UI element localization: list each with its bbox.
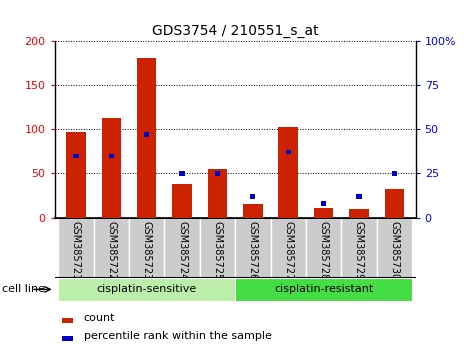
Bar bbox=[200, 218, 235, 278]
Bar bbox=[278, 127, 298, 218]
Bar bbox=[235, 218, 271, 278]
Text: GSM385724: GSM385724 bbox=[177, 221, 187, 280]
Bar bbox=[392, 171, 397, 176]
Bar bbox=[164, 218, 200, 278]
Bar bbox=[306, 218, 342, 278]
Bar bbox=[66, 132, 86, 218]
Text: GSM385728: GSM385728 bbox=[319, 221, 329, 280]
Bar bbox=[285, 150, 291, 154]
Text: cell line: cell line bbox=[2, 284, 46, 295]
Text: count: count bbox=[84, 313, 115, 324]
Bar bbox=[356, 194, 361, 199]
Text: GSM385726: GSM385726 bbox=[248, 221, 258, 280]
Bar bbox=[62, 319, 73, 323]
Bar bbox=[137, 58, 156, 218]
Bar bbox=[377, 218, 412, 278]
Bar bbox=[385, 188, 404, 218]
Bar bbox=[314, 208, 333, 218]
Bar bbox=[144, 132, 149, 137]
Bar bbox=[208, 169, 227, 218]
Title: GDS3754 / 210551_s_at: GDS3754 / 210551_s_at bbox=[152, 24, 318, 38]
Bar bbox=[102, 118, 121, 218]
Bar bbox=[271, 218, 306, 278]
Text: cisplatin-sensitive: cisplatin-sensitive bbox=[96, 284, 197, 295]
Bar bbox=[58, 218, 94, 278]
Bar bbox=[321, 201, 326, 206]
Text: GSM385729: GSM385729 bbox=[354, 221, 364, 280]
Text: GSM385730: GSM385730 bbox=[390, 221, 399, 280]
Text: GSM385727: GSM385727 bbox=[283, 221, 293, 280]
Bar bbox=[129, 218, 164, 278]
Bar bbox=[109, 154, 114, 158]
Text: GSM385721: GSM385721 bbox=[71, 221, 81, 280]
Text: GSM385723: GSM385723 bbox=[142, 221, 152, 280]
Bar bbox=[349, 209, 369, 218]
Bar bbox=[94, 218, 129, 278]
Bar bbox=[73, 154, 78, 158]
Bar bbox=[62, 336, 73, 341]
Bar bbox=[235, 278, 412, 301]
Bar bbox=[58, 278, 235, 301]
Bar bbox=[243, 205, 263, 218]
Text: GSM385722: GSM385722 bbox=[106, 221, 116, 280]
Bar bbox=[342, 218, 377, 278]
Text: percentile rank within the sample: percentile rank within the sample bbox=[84, 331, 271, 341]
Bar bbox=[250, 194, 256, 199]
Text: GSM385725: GSM385725 bbox=[212, 221, 222, 280]
Bar bbox=[180, 171, 185, 176]
Bar bbox=[172, 184, 192, 218]
Bar bbox=[215, 171, 220, 176]
Text: cisplatin-resistant: cisplatin-resistant bbox=[274, 284, 373, 295]
